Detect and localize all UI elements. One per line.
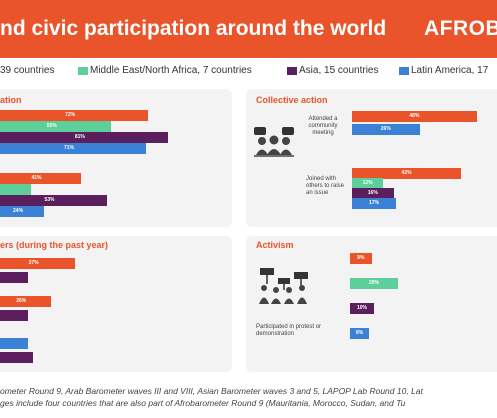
bar-value-label: 55%: [46, 123, 57, 129]
panel-participation: ation 72% 55% 81% 71% 41% 53% 24%: [0, 89, 232, 227]
bar-africa-0: [352, 111, 477, 122]
legend-swatch-mena: [78, 67, 88, 75]
bar-value-label: 10%: [356, 305, 367, 311]
bar-value-label: 12%: [362, 180, 373, 186]
bar-value-label: 17%: [369, 200, 380, 206]
bar-mena-1: [352, 178, 384, 189]
source-line-2: ges include four countries that are also…: [0, 398, 406, 408]
source-line-1: ometer Round 9, Arab Barometer waves III…: [0, 386, 423, 396]
panel-activism: Activism Participated in protest or demo…: [246, 236, 497, 372]
bar-value-label: 71%: [64, 145, 75, 151]
bar-africa-1: [0, 296, 51, 307]
label-attended-meeting: Attended a community meeting: [308, 116, 338, 136]
bar-value-label: 24%: [13, 208, 24, 214]
protest-icon: [256, 266, 312, 306]
bar-africa-1: [352, 168, 462, 179]
bar-value-label: 26%: [16, 298, 27, 304]
bar-mena-0: [350, 278, 398, 289]
label-joined-others: Joined with others to raise an issue: [306, 176, 345, 196]
bar-mena-0: [0, 121, 112, 132]
bar-value-label: 16%: [367, 190, 378, 196]
bar-africa-0: [350, 253, 372, 264]
bar-value-label: 37%: [28, 260, 39, 266]
bar-value-label: 9%: [357, 255, 365, 261]
panel-collective-action: Collective action Attended a community m…: [246, 89, 497, 227]
bar-asia-1: [352, 188, 394, 199]
brand-logo: AFROBA: [424, 17, 497, 40]
bar-value-label: 72%: [65, 112, 76, 118]
bar-asia-0: [0, 272, 28, 283]
page-title: nd civic participation around the world: [0, 17, 387, 40]
bar-africa-0: [0, 258, 76, 269]
bar-latin-america-1: [0, 206, 45, 217]
panel-title-collective-action: Collective action: [256, 95, 328, 105]
bar-value-label: 81%: [74, 134, 85, 140]
bar-latin-america-1: [352, 198, 397, 209]
bar-mena-1: [0, 184, 32, 195]
community-meeting-icon: [252, 125, 296, 159]
bar-asia-1: [0, 310, 28, 321]
bar-value-label: 42%: [401, 170, 412, 176]
bar-asia-2: [0, 352, 33, 363]
legend: 39 countries Middle East/North Africa, 7…: [0, 62, 497, 78]
legend-item-latin-america: Latin America, 17: [411, 65, 489, 76]
legend-item-asia: Asia, 15 countries: [299, 65, 379, 76]
panel-title-contact-leaders: ers (during the past year): [0, 240, 109, 250]
legend-swatch-latin-america: [399, 67, 409, 75]
bar-latin-america-0: [0, 143, 147, 154]
bar-asia-0: [0, 132, 168, 143]
bar-value-label: 20%: [368, 280, 379, 286]
source-note: ometer Round 9, Arab Barometer waves III…: [0, 385, 497, 409]
legend-item-africa: 39 countries: [0, 65, 55, 76]
bar-value-label: 41%: [31, 175, 42, 181]
panel-title-activism: Activism: [256, 240, 294, 250]
legend-item-mena: Middle East/North Africa, 7 countries: [90, 65, 252, 76]
header-banner: nd civic participation around the world …: [0, 0, 497, 58]
label-protest: Participated in protest or demonstration: [256, 324, 322, 337]
bar-asia-1: [0, 195, 107, 206]
bar-latin-america-0: [352, 124, 420, 135]
legend-swatch-asia: [287, 67, 297, 75]
bar-value-label: 53%: [44, 197, 55, 203]
panel-contact-leaders: ers (during the past year) 37% 26%: [0, 236, 232, 372]
panel-title-participation: ation: [0, 95, 22, 105]
bar-asia-0: [350, 303, 374, 314]
bar-africa-0: [0, 110, 149, 121]
bar-latin-america-0: [350, 328, 370, 339]
bar-latin-america-2: [0, 338, 28, 349]
bar-value-label: 8%: [355, 330, 364, 336]
bar-africa-1: [0, 173, 81, 184]
bar-value-label: 48%: [409, 113, 420, 119]
bar-value-label: 26%: [380, 126, 391, 132]
